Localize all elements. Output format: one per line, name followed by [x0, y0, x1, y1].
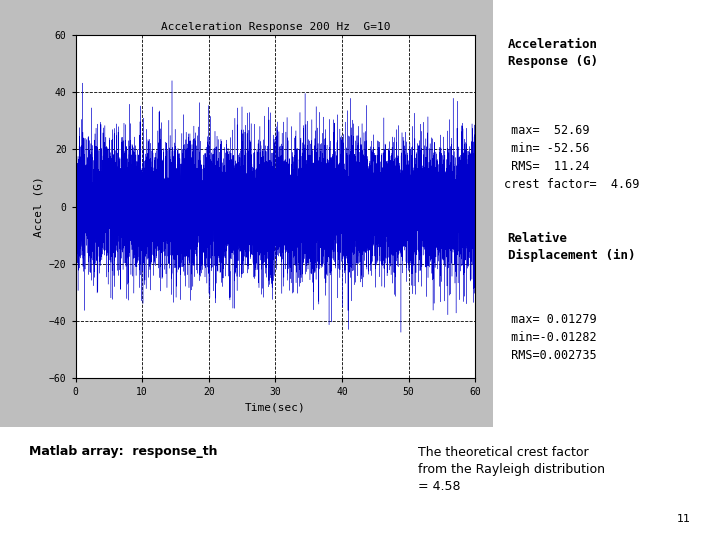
- Text: max=  52.69
 min= -52.56
 RMS=  11.24
crest factor=  4.69: max= 52.69 min= -52.56 RMS= 11.24 crest …: [504, 124, 639, 191]
- Text: max= 0.01279
 min=-0.01282
 RMS=0.002735: max= 0.01279 min=-0.01282 RMS=0.002735: [504, 313, 597, 362]
- Text: Relative
Displacement (in): Relative Displacement (in): [508, 232, 635, 262]
- Y-axis label: Accel (G): Accel (G): [33, 176, 43, 237]
- Text: Acceleration
Response (G): Acceleration Response (G): [508, 38, 598, 68]
- Text: The theoretical crest factor
from the Rayleigh distribution
= 4.58: The theoretical crest factor from the Ra…: [418, 446, 605, 492]
- X-axis label: Time(sec): Time(sec): [245, 403, 306, 413]
- Text: 11: 11: [678, 514, 691, 524]
- Text: Matlab array:  response_th: Matlab array: response_th: [29, 446, 217, 458]
- Title: Acceleration Response 200 Hz  G=10: Acceleration Response 200 Hz G=10: [161, 22, 390, 31]
